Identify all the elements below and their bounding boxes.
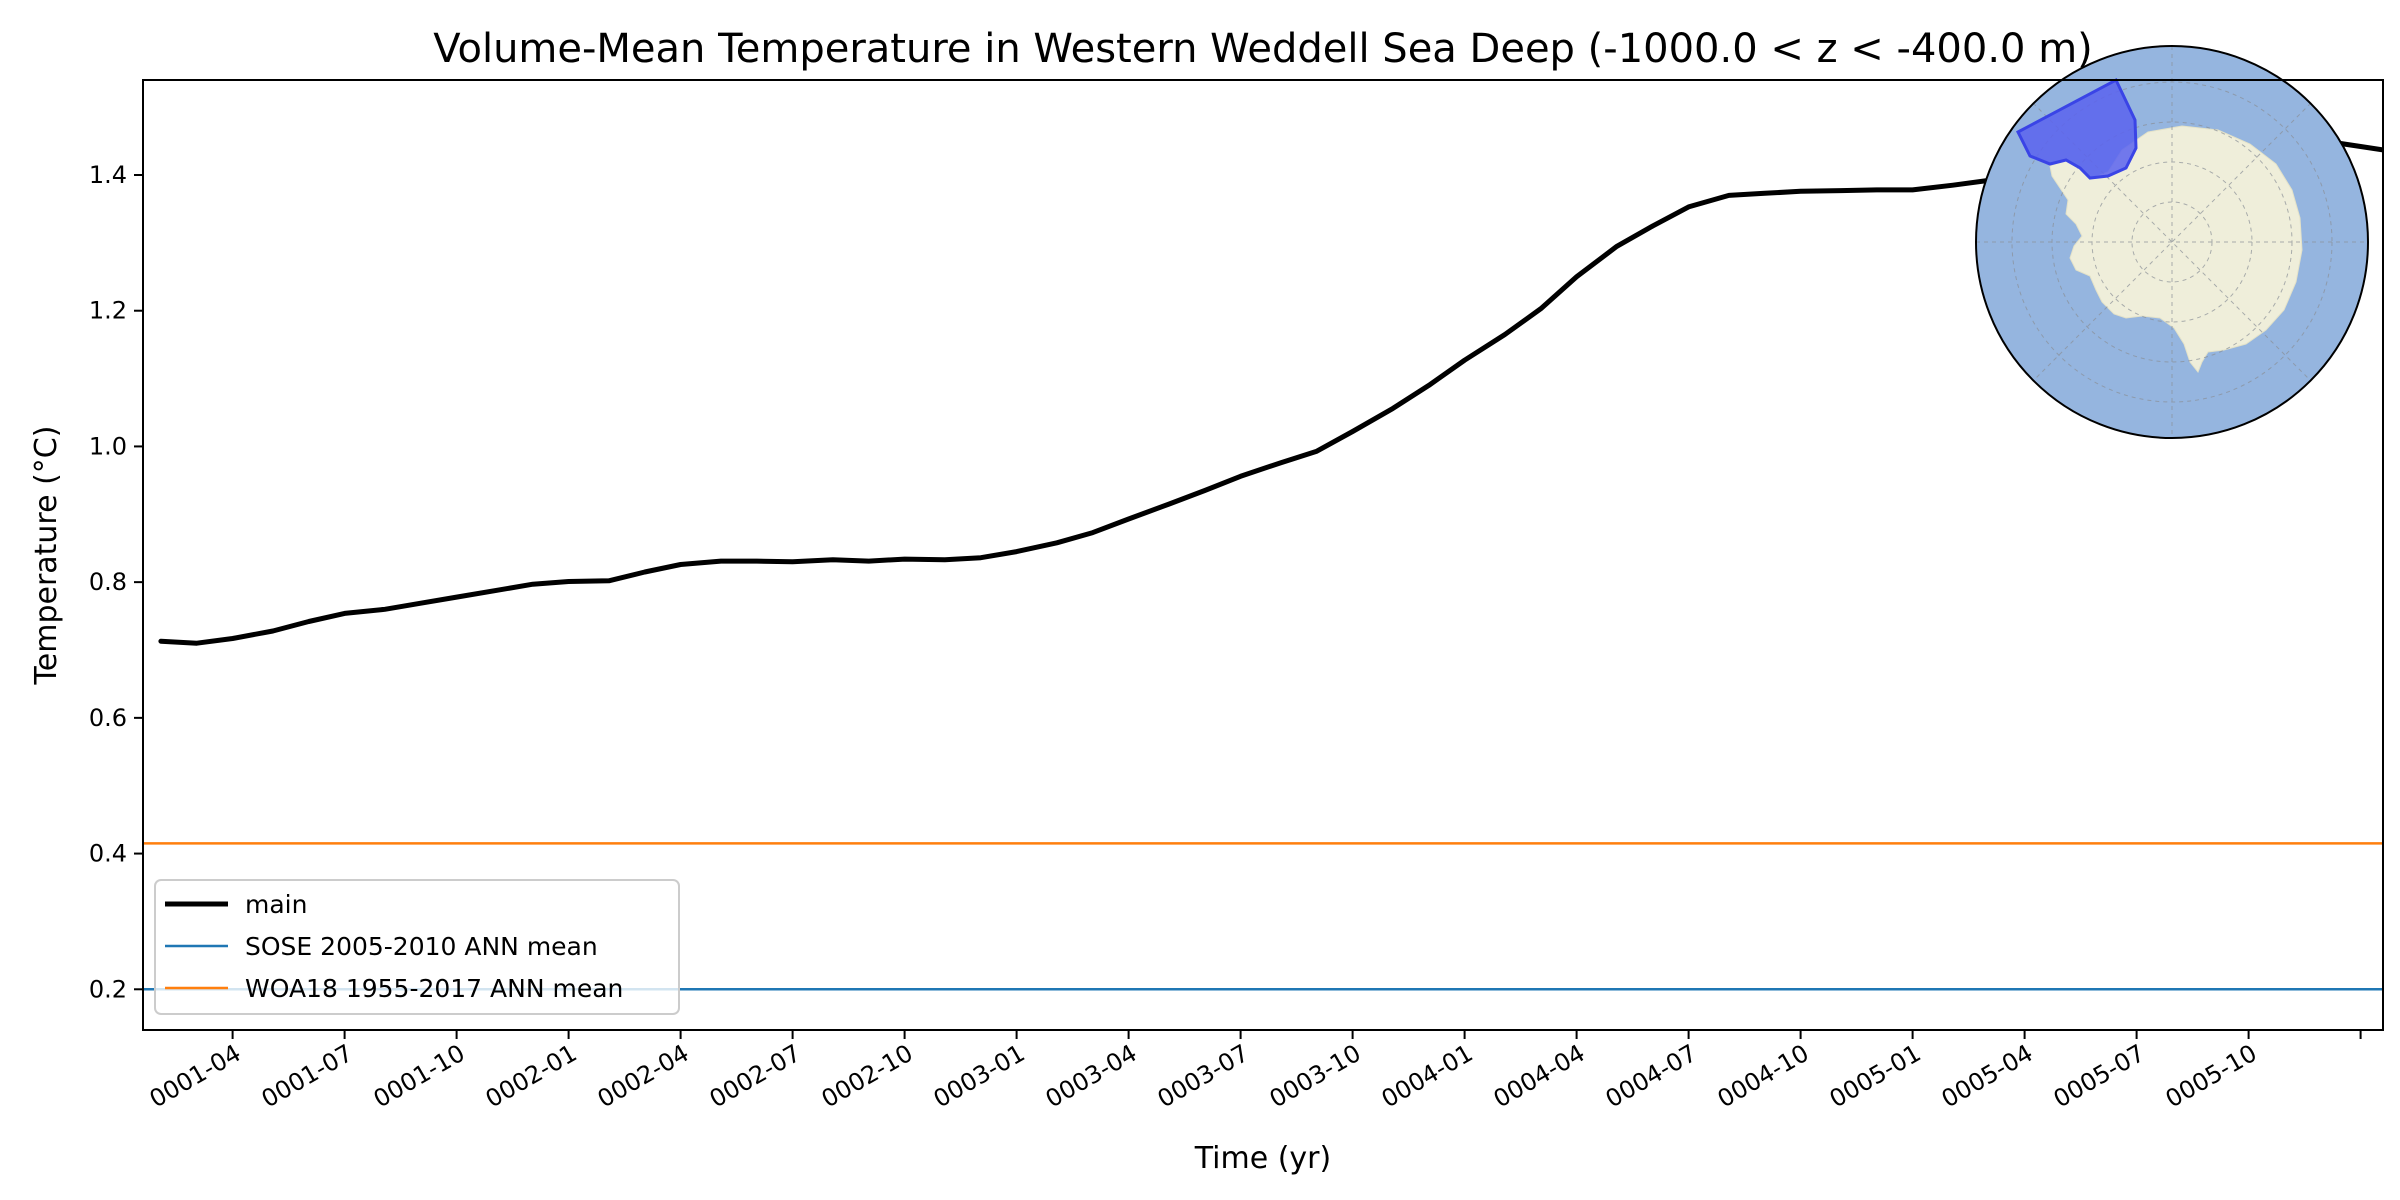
weddell-region-highlight [2016, 77, 2138, 180]
inset-border [1975, 45, 2369, 439]
x-axis-label: Time (yr) [1194, 1141, 1331, 1176]
x-tick-label: 0004-01 [1377, 1039, 1478, 1113]
legend-label-sose: SOSE 2005-2010 ANN mean [245, 932, 598, 961]
x-tick-label: 0002-04 [593, 1039, 694, 1113]
legend-box [154, 879, 680, 1015]
x-tick-label: 0003-10 [1265, 1039, 1366, 1113]
legend-label-main: main [245, 890, 307, 919]
x-tick-label: 0002-10 [817, 1039, 918, 1113]
x-tick-label: 0002-01 [481, 1039, 582, 1113]
x-tick-label: 0001-07 [257, 1039, 358, 1113]
axes-frame [142, 79, 2384, 1031]
x-tick-label: 0005-01 [1825, 1039, 1926, 1113]
x-tick-label: 0002-07 [705, 1039, 806, 1113]
antarctica-landmass [2049, 125, 2303, 373]
y-tick-label: 0.8 [89, 568, 127, 596]
y-tick-label: 1.4 [89, 161, 127, 189]
x-tick-label: 0005-04 [1937, 1039, 2038, 1113]
x-tick-label: 0003-04 [1041, 1039, 1142, 1113]
y-axis: 0.2 0.4 0.6 0.8 1.0 1.2 1.4 [89, 161, 143, 1003]
x-tick-label: 0005-07 [2049, 1039, 2150, 1113]
chart-title: Volume-Mean Temperature in Western Wedde… [433, 26, 2093, 72]
x-tick-label: 0004-07 [1601, 1039, 1702, 1113]
y-tick-label: 0.2 [89, 975, 127, 1003]
inset-map [1975, 45, 2369, 439]
y-tick-label: 1.2 [89, 297, 127, 325]
y-tick-label: 1.0 [89, 432, 127, 460]
y-tick-label: 0.4 [89, 840, 127, 868]
x-tick-label: 0005-10 [2161, 1039, 2262, 1113]
x-tick-label: 0003-01 [929, 1039, 1030, 1113]
y-tick-label: 0.6 [89, 704, 127, 732]
x-tick-label: 0003-07 [1153, 1039, 1254, 1113]
x-axis: 0001-04 0001-07 0001-10 0002-01 0002-04 0002-… [145, 1030, 2362, 1113]
x-tick-label: 0004-04 [1489, 1039, 1590, 1113]
x-tick-label: 0004-10 [1713, 1039, 1814, 1113]
y-axis-label: Temperature (°C) [29, 426, 64, 686]
x-tick-label: 0001-10 [369, 1039, 470, 1113]
x-tick-label: 0001-04 [145, 1039, 246, 1113]
legend-label-woa18: WOA18 1955-2017 ANN mean [245, 974, 623, 1003]
legend: main SOSE 2005-2010 ANN mean WOA18 1955-… [154, 879, 680, 1015]
